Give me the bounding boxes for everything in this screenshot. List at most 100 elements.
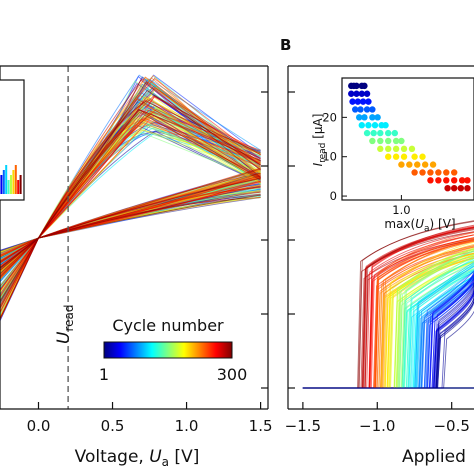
panel-b-curve — [302, 232, 474, 389]
panel-b-curve — [302, 250, 474, 389]
panel-b-curve — [302, 299, 474, 389]
panel-b-curve — [302, 248, 474, 389]
panel-b-left-ticks — [288, 91, 295, 389]
inset-scatter-point — [391, 129, 398, 137]
inset-scatter-point — [385, 129, 392, 137]
panel-a-inset — [0, 79, 25, 201]
inset-scatter-point — [427, 169, 434, 176]
inset-scatter-point — [369, 137, 376, 145]
panel-b-curve — [302, 270, 474, 389]
inset-scatter-point — [435, 169, 442, 176]
inset-scatter-point — [398, 137, 405, 145]
inset-scatter-point — [427, 177, 434, 184]
panel-b-curve — [302, 241, 474, 389]
panel-a-x-axis-label: Voltage, Ua [V] — [75, 447, 200, 469]
inset-scatter-point — [414, 161, 421, 168]
inset-y-tick-label: 10 — [322, 150, 337, 164]
inset-scatter-point — [435, 177, 442, 184]
inset-scatter-point — [352, 106, 359, 113]
panel-b-curve — [302, 259, 474, 389]
panel-b-curve — [302, 250, 474, 389]
inset-scatter-point — [355, 114, 363, 121]
inset-scatter-point — [443, 169, 450, 176]
panel-b-curve — [302, 269, 474, 389]
inset-scatter-point — [392, 153, 400, 160]
iv-curve-reset — [0, 194, 261, 263]
panel-b-curve — [302, 290, 474, 389]
iv-curve-reset — [0, 193, 261, 272]
panel-a-iv-curves — [0, 74, 261, 322]
panel-b-curve — [302, 295, 474, 389]
inset-scatter-point — [363, 106, 371, 113]
panel-b-curve — [302, 247, 474, 389]
inset-x-axis-label: max(Ua) [V] — [384, 217, 455, 234]
iv-curve-reset — [0, 172, 261, 269]
inset-a-bar — [5, 165, 8, 194]
iv-curve-set — [0, 111, 261, 302]
inset-scatter-point — [361, 82, 368, 90]
inset-scatter-point — [443, 177, 450, 184]
panel-b-curve — [302, 290, 474, 389]
panel-b-curve — [302, 270, 474, 389]
panel-b-curve — [302, 270, 474, 389]
panel-b-curve — [302, 263, 474, 389]
panel-b-curve — [302, 262, 474, 389]
iv-curve-reset — [0, 197, 261, 259]
panel-b-curve — [302, 274, 474, 389]
inset-scatter-point — [398, 161, 405, 168]
panel-a-x-tick-label: 0.0 — [27, 417, 51, 435]
colorbar: Cycle number 1 300 — [99, 316, 247, 384]
inset-scatter-point — [365, 122, 372, 129]
inset-scatter-point — [457, 184, 464, 192]
inset-scatter-point — [464, 184, 471, 192]
inset-scatter-point — [363, 129, 371, 137]
inset-scatter-point — [353, 90, 360, 97]
panel-b-curve — [302, 241, 474, 389]
iv-curve-reset — [0, 191, 261, 269]
panel-b-curve — [302, 224, 474, 389]
iv-curve-reset — [0, 190, 261, 251]
panel-b-curves — [302, 220, 474, 389]
inset-scatter-point — [357, 106, 364, 113]
panel-a-chart: 0.0 0.5 1.0 1.5 Uread Cycle number 1 300 Vo… — [0, 65, 273, 469]
inset-scatter-point — [400, 153, 408, 160]
panel-a-inset-bars — [0, 165, 22, 194]
inset-x-tick-label: 1.0 — [392, 203, 410, 217]
inset-scatter-point — [385, 145, 392, 153]
panel-b-curve — [302, 273, 474, 389]
inset-scatter-point — [377, 145, 384, 153]
panel-b-curve — [302, 226, 474, 389]
inset-a-bar — [12, 170, 15, 194]
colorbar-title: Cycle number — [112, 316, 224, 335]
panel-b-x-tick-label: −1.0 — [359, 417, 395, 435]
panel-b-curve — [302, 271, 474, 389]
inset-a-bar — [17, 180, 20, 194]
inset-y-axis-label: Iread [μA] — [311, 114, 328, 167]
inset-scatter-point — [370, 129, 377, 137]
inset-scatter-point — [421, 161, 429, 168]
panel-b-curve — [302, 220, 474, 389]
inset-scatter-point — [363, 90, 371, 97]
inset-a-bar — [7, 180, 10, 194]
inset-scatter-point — [411, 169, 418, 176]
inset-scatter-point — [411, 153, 418, 160]
panel-b-curve — [302, 254, 474, 389]
inset-scatter-point — [369, 106, 376, 113]
panel-b-chart: −1.5 −1.0 −0.5 Applied 0 10 20 1.0 Iread [μA]… — [285, 65, 474, 467]
iv-curve-reset — [0, 194, 261, 256]
panel-b-curve — [302, 254, 474, 389]
panel-b-curve — [302, 234, 474, 389]
inset-scatter-point — [371, 122, 379, 129]
panel-b-curve — [302, 290, 474, 389]
inset-scatter-point — [361, 114, 368, 121]
inset-scatter-point — [349, 98, 356, 105]
panel-a-x-tick-label: 1.5 — [249, 417, 273, 435]
inset-a-bar — [14, 165, 17, 194]
panel-b-curve — [302, 246, 474, 389]
iv-curve-reset — [0, 194, 261, 271]
iv-curve-reset — [0, 168, 261, 269]
inset-scatter-point — [464, 177, 471, 184]
inset-a-bar — [19, 175, 22, 194]
inset-scatter-point — [419, 153, 426, 160]
